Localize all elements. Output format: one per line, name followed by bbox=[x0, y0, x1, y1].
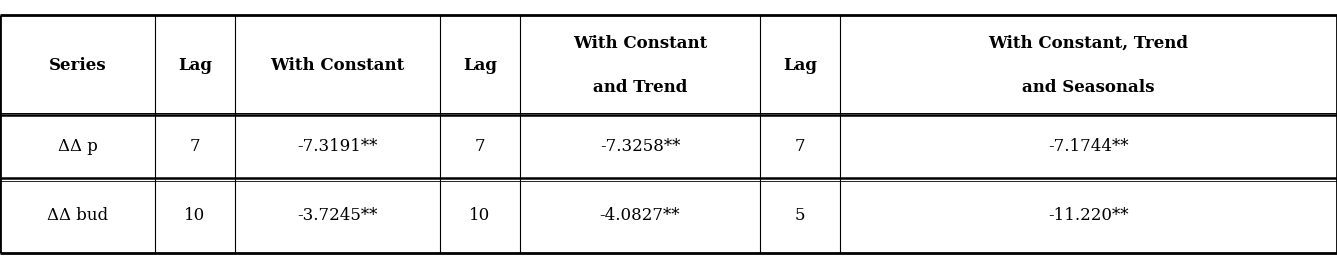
Text: 10: 10 bbox=[185, 207, 206, 224]
Text: With Constant: With Constant bbox=[270, 57, 405, 74]
Text: With Constant: With Constant bbox=[572, 35, 707, 52]
Text: 10: 10 bbox=[469, 207, 491, 224]
Text: Lag: Lag bbox=[463, 57, 497, 74]
Text: -7.1744**: -7.1744** bbox=[1048, 138, 1128, 155]
Text: 7: 7 bbox=[794, 138, 805, 155]
Text: -3.7245**: -3.7245** bbox=[297, 207, 377, 224]
Text: Lag: Lag bbox=[178, 57, 213, 74]
Text: -11.220**: -11.220** bbox=[1048, 207, 1128, 224]
Text: -4.0827**: -4.0827** bbox=[600, 207, 681, 224]
Text: -7.3191**: -7.3191** bbox=[297, 138, 377, 155]
Text: 7: 7 bbox=[190, 138, 201, 155]
Text: ΔΔ bud: ΔΔ bud bbox=[47, 207, 108, 224]
Text: and Trend: and Trend bbox=[592, 78, 687, 95]
Text: and Seasonals: and Seasonals bbox=[1023, 78, 1155, 95]
Text: 7: 7 bbox=[475, 138, 485, 155]
Text: With Constant, Trend: With Constant, Trend bbox=[988, 35, 1189, 52]
Text: ΔΔ p: ΔΔ p bbox=[57, 138, 98, 155]
Text: Series: Series bbox=[48, 57, 107, 74]
Text: Lag: Lag bbox=[783, 57, 817, 74]
Text: 5: 5 bbox=[794, 207, 805, 224]
Text: -7.3258**: -7.3258** bbox=[600, 138, 681, 155]
